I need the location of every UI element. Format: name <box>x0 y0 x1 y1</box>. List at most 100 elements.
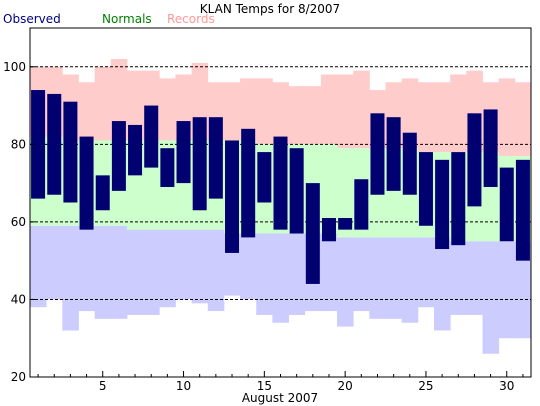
record-low-segment <box>450 241 467 315</box>
observed-bar <box>515 159 530 261</box>
observed-bar <box>370 113 385 195</box>
legend-records: Records <box>167 12 215 26</box>
record-low-band <box>30 225 532 354</box>
y-axis: 20 40 60 80 100 <box>3 60 35 384</box>
observed-bar <box>111 121 126 191</box>
x-axis: 5 10 15 20 25 30 <box>37 371 524 393</box>
record-high-segment <box>417 82 435 153</box>
observed-bar <box>47 93 62 195</box>
x-tick-label: 15 <box>257 379 272 393</box>
observed-bar <box>418 152 433 226</box>
record-low-segment <box>62 225 79 331</box>
record-low-segment <box>207 229 225 312</box>
record-low-segment <box>159 229 176 308</box>
record-high-segment <box>272 82 289 145</box>
record-high-segment <box>434 82 451 153</box>
record-low-segment <box>466 241 483 315</box>
y-tick-label: 60 <box>11 215 26 229</box>
record-high-segment <box>126 70 144 141</box>
observed-bar <box>338 218 353 230</box>
observed-bar <box>435 159 450 250</box>
record-high-segment <box>240 78 257 141</box>
observed-bar <box>31 90 46 199</box>
observed-bar <box>305 183 320 284</box>
record-high-segment <box>514 82 532 156</box>
legend-normals: Normals <box>102 12 152 26</box>
x-tick-label: 10 <box>176 379 191 393</box>
x-tick-label: 25 <box>418 379 433 393</box>
record-low-segment <box>401 237 419 323</box>
y-tick-label: 80 <box>11 137 26 151</box>
observed-bar <box>289 148 304 234</box>
observed-bars <box>31 90 530 284</box>
observed-bar <box>241 128 256 238</box>
record-low-segment <box>143 229 160 315</box>
observed-bar <box>176 121 191 184</box>
record-low-segment <box>94 225 112 319</box>
record-high-segment <box>223 82 241 141</box>
record-low-segment <box>320 233 338 312</box>
record-low-segment <box>337 237 354 327</box>
record-high-band <box>30 59 532 156</box>
normal-range-segment <box>337 148 354 238</box>
record-low-segment <box>288 233 306 315</box>
chart-title: KLAN Temps for 8/2007 <box>200 2 340 16</box>
observed-bar <box>402 132 417 195</box>
record-low-segment <box>417 237 435 308</box>
observed-bar <box>160 148 175 187</box>
record-high-segment <box>337 74 354 149</box>
record-low-segment <box>126 229 144 315</box>
record-high-segment <box>450 74 467 153</box>
record-high-segment <box>401 78 419 149</box>
record-high-segment <box>159 78 176 141</box>
x-axis-label: August 2007 <box>242 391 318 405</box>
record-low-segment <box>78 225 96 312</box>
record-low-segment <box>514 241 532 339</box>
record-low-segment <box>272 233 289 323</box>
record-high-segment <box>320 74 338 145</box>
observed-bar <box>63 101 78 203</box>
record-low-segment <box>256 233 273 315</box>
normal-range-segment <box>320 144 338 234</box>
record-high-segment <box>94 66 112 141</box>
observed-bar <box>128 124 143 176</box>
observed-bar <box>386 117 401 191</box>
observed-bar <box>483 109 498 187</box>
x-tick-label: 30 <box>499 379 514 393</box>
record-low-segment <box>240 233 257 300</box>
observed-bar <box>499 167 514 242</box>
record-low-segment <box>46 225 63 300</box>
observed-bar <box>321 218 336 242</box>
record-high-segment <box>498 78 516 156</box>
record-low-segment <box>30 225 47 308</box>
record-high-segment <box>256 78 273 145</box>
record-low-segment <box>369 237 386 319</box>
record-low-segment <box>385 237 403 319</box>
x-tick-label: 5 <box>99 379 107 393</box>
observed-bar <box>144 105 159 168</box>
observed-bar <box>208 117 223 199</box>
legend-observed: Observed <box>3 12 61 26</box>
observed-bar <box>95 175 110 211</box>
record-low-segment <box>110 225 128 319</box>
y-tick-label: 20 <box>11 370 26 384</box>
record-low-segment <box>353 237 370 312</box>
record-low-segment <box>191 229 209 304</box>
observed-bar <box>192 117 207 211</box>
record-high-segment <box>304 86 322 145</box>
record-high-segment <box>288 86 306 145</box>
record-low-segment <box>482 241 500 354</box>
record-low-segment <box>498 241 516 339</box>
y-tick-label: 40 <box>11 292 26 306</box>
y-tick-label: 100 <box>3 60 26 74</box>
x-tick-label: 20 <box>338 379 353 393</box>
observed-bar <box>451 152 466 246</box>
observed-bar <box>257 152 272 203</box>
record-high-segment <box>110 59 128 141</box>
observed-bar <box>79 136 94 230</box>
observed-bar <box>467 113 482 207</box>
record-low-segment <box>434 237 451 331</box>
record-high-segment <box>353 70 370 149</box>
record-low-segment <box>175 229 193 300</box>
